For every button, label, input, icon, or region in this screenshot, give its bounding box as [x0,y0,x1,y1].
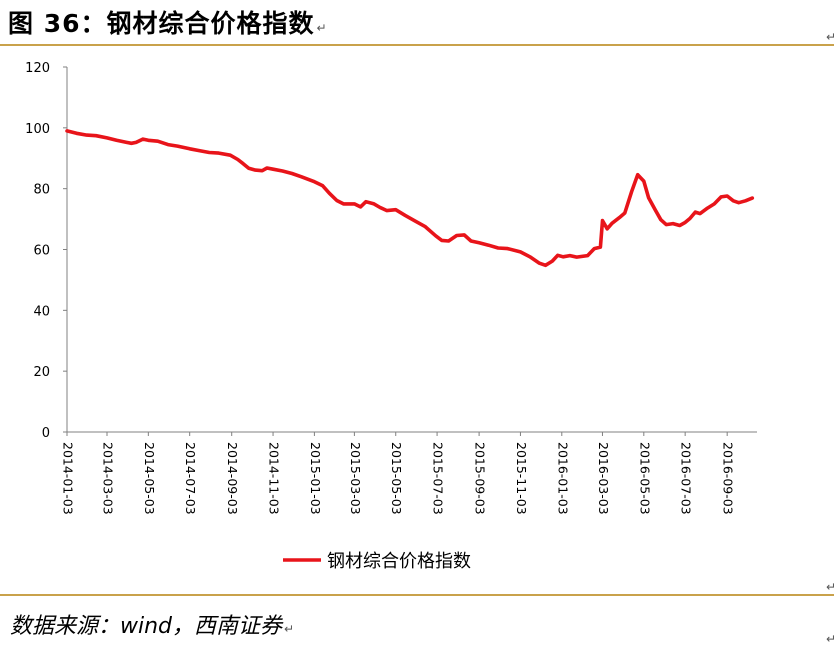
x-tick-label: 2015-01-03 [308,442,323,515]
figure-title: 图 36：钢材综合价格指数 ↵ [8,4,328,40]
x-tick-label: 2015-05-03 [389,442,404,515]
y-tick-label: 60 [33,244,50,259]
x-tick-label: 2016-05-03 [637,442,652,515]
y-tick-label: 40 [33,304,50,319]
y-tick-label: 80 [33,183,50,198]
x-tick-label: 2015-03-03 [348,442,363,515]
top-divider [0,44,834,46]
y-tick-label: 0 [42,426,50,441]
chart-axes [66,67,757,433]
bottom-divider [0,594,834,596]
y-tick-label: 20 [33,365,50,380]
figure-source: 数据来源：wind，西南证券 ↵ [10,608,294,640]
x-tick-label: 2015-09-03 [473,442,488,515]
x-axis-ticks: 2014-01-03 2014-03-03 2014-05-03 2014-07-03… [61,432,736,515]
x-tick-label: 2015-11-03 [514,442,529,515]
y-tick-label: 100 [25,122,50,137]
chart-legend: 钢材综合价格指数 [283,551,471,572]
x-tick-label: 2014-09-03 [225,442,240,515]
y-axis-ticks: 0 20 40 60 80 100 120 [25,61,67,441]
figure-title-text: 图 36：钢材综合价格指数 [8,9,315,38]
x-tick-label: 2014-05-03 [142,442,157,515]
paragraph-mark-icon: ↵ [826,580,837,594]
x-tick-label: 2014-11-03 [267,442,282,515]
paragraph-mark-icon: ↵ [316,21,328,35]
x-tick-label: 2014-07-03 [183,442,198,515]
x-tick-label: 2016-09-03 [721,442,736,515]
x-tick-label: 2016-03-03 [596,442,611,515]
x-tick-label: 2016-07-03 [679,442,694,515]
paragraph-mark-icon: ↵ [826,632,837,646]
figure-source-text: 数据来源：wind，西南证券 [10,614,283,639]
paragraph-mark-icon: ↵ [284,622,295,636]
x-tick-label: 2014-01-03 [61,442,76,515]
y-tick-label: 120 [25,61,50,76]
x-tick-label: 2016-01-03 [555,442,570,515]
x-tick-label: 2015-07-03 [431,442,446,515]
series-line [65,129,755,268]
chart-series [65,129,755,268]
paragraph-mark-icon: ↵ [826,30,837,44]
x-tick-label: 2014-03-03 [100,442,115,515]
legend-label: 钢材综合价格指数 [327,551,471,572]
